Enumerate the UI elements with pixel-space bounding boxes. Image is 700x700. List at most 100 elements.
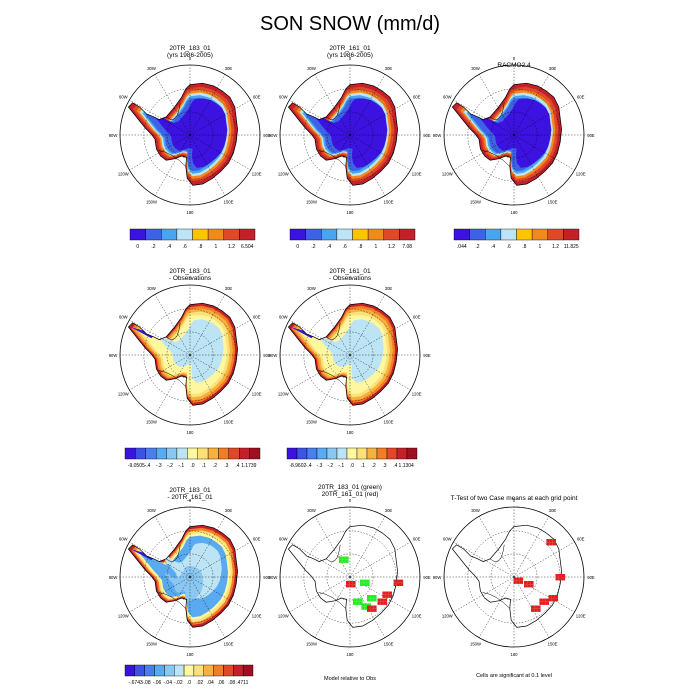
colorbar-swatch <box>176 228 193 241</box>
colorbar-swatch <box>213 664 224 677</box>
panel-p8-coastline <box>451 524 562 628</box>
panel-p5-lon-label: 60E <box>413 314 421 319</box>
panel-p5-ross-shelf <box>318 370 346 387</box>
panel-p8-meridian-7 <box>478 576 515 638</box>
colorbar-p4: -9.0505 -.4 -.3 -.2 -.1 .0 .1 .2 .3 .4 1.1739 <box>124 447 261 469</box>
panel-caption: Model relative to Obs <box>324 676 376 682</box>
panel-p2-ross-shelf <box>318 150 346 167</box>
panel-p8-lon-label: 60E <box>577 536 585 541</box>
colorbar-tick-label: .8 <box>358 244 362 250</box>
colorbar-swatch <box>516 228 533 241</box>
panel-p8-lon-label: 150W <box>470 642 481 647</box>
significant-cell <box>342 556 346 560</box>
panel-p4-meridian-5 <box>189 354 226 416</box>
panel-title-line: 20TR_183_01 <box>169 268 211 275</box>
colorbar-tick-label: -.1 <box>178 463 184 469</box>
panel-p4-lat-ring-1 <box>166 331 214 379</box>
colorbar-swatch <box>183 664 195 677</box>
colorbar-p3: .044 .2 .4 .6 .8 1 1.2 11.825 <box>453 228 580 250</box>
panel-p5-meridian-11 <box>314 294 351 356</box>
panel-p1-lon-label: 90W <box>109 133 118 138</box>
colorbar-tick-label: -.6743 <box>129 680 143 686</box>
panel-p8-lon-label: 90E <box>587 575 595 580</box>
panel-p4-lon-label: 150E <box>224 420 234 425</box>
panel-p3-meridian-10 <box>453 99 515 136</box>
colorbar-tick-label: .8 <box>522 244 526 250</box>
panel-p5-lon-label: 0 <box>349 276 352 281</box>
significant-cell <box>527 584 531 588</box>
colorbar-swatch <box>223 664 234 677</box>
colorbar-tick-label: .4 <box>235 463 239 469</box>
colorbar-swatch <box>249 447 261 460</box>
panel-p6-meridian-1 <box>189 516 226 578</box>
significant-cell <box>545 598 549 602</box>
panel-p6-lon-label: 120E <box>252 613 262 618</box>
significant-cell <box>551 595 555 599</box>
panel-p7-lon-label: 0 <box>349 498 352 503</box>
significant-cell <box>367 608 371 612</box>
panel-p1-meridian-5 <box>189 134 226 196</box>
significant-cell <box>561 577 566 581</box>
colorbar-tick-label: .2 <box>311 244 315 250</box>
panel-title-line: - Observations <box>169 275 212 282</box>
panel-p4-lon-label: 90W <box>109 353 118 358</box>
panel-p1-lat-ring-1 <box>166 111 214 159</box>
significant-cell <box>552 539 556 543</box>
significant-cell <box>366 582 370 586</box>
panel-p3-lon-label: 30W <box>471 66 480 71</box>
colorbar-tick-label: .06 <box>218 680 225 686</box>
panel-p6-meridian-10 <box>129 541 191 578</box>
panel-p3-lon-label: 60E <box>577 94 585 99</box>
panel-p6-lon-label: 30E <box>225 508 233 513</box>
colorbar-swatch <box>238 447 250 460</box>
panel-p7-lon-label: 180 <box>347 652 355 657</box>
significant-cell <box>513 580 517 584</box>
colorbar-swatch <box>164 664 175 677</box>
panel-p7-lon-label: 90E <box>423 575 431 580</box>
panel-p7-lon-label: 150W <box>306 642 317 647</box>
panel-p7-meridian-1 <box>349 516 386 578</box>
panel-p1-weddell-shelf <box>166 102 181 120</box>
panel-p8-lon-label: 0 <box>513 498 516 503</box>
colorbar-swatch <box>223 228 240 241</box>
panel-p2-lon-label: 150E <box>384 200 394 205</box>
panel-title-line: - 20TR_161_01 <box>167 494 213 501</box>
significant-cell <box>360 579 364 583</box>
colorbar-swatch <box>124 447 136 460</box>
panel-p5-lon-label: 120E <box>412 391 422 396</box>
panel-p8-meridian-4 <box>513 576 575 613</box>
panel-title-line: 20TR_161_01 (red) <box>322 491 379 498</box>
colorbar-tick-label: -.06 <box>153 680 162 686</box>
panel-p8-meridian-11 <box>478 516 515 578</box>
panel-p8-meridian-1 <box>513 516 550 578</box>
significant-cell <box>558 574 562 578</box>
panel-p5-lon-label: 150E <box>384 420 394 425</box>
panel-p4-meridian-10 <box>129 319 191 356</box>
panel-p8-lon-label: 90W <box>433 575 442 580</box>
colorbar-swatch <box>406 447 418 460</box>
panel-p8-meridian-10 <box>453 541 515 578</box>
significant-cell <box>555 577 559 581</box>
panel-p4-meridian-2 <box>189 319 251 356</box>
significant-cell <box>396 582 400 586</box>
colorbar-swatch <box>399 228 416 241</box>
significant-cell <box>345 556 349 560</box>
colorbar-swatch <box>356 447 368 460</box>
panel-p2-lon-label: 150W <box>306 200 317 205</box>
colorbar-tick-label: .1 <box>202 463 206 469</box>
panel-p2-lon-label: 0 <box>349 56 352 61</box>
significant-cell <box>361 606 365 610</box>
colorbar-swatch <box>352 228 369 241</box>
colorbar-tick-label: .044 <box>457 244 467 250</box>
panel-p7-lon-label: 90W <box>269 575 278 580</box>
colorbar-tick-label: -.2 <box>167 463 173 469</box>
panel-p3-lon-label: 120E <box>576 171 586 176</box>
panel-p6-coastline <box>127 524 238 628</box>
colorbar-tick-label: 1.2 <box>552 244 559 250</box>
panel-p1-meridian-2 <box>189 99 251 136</box>
significant-cell <box>534 605 538 609</box>
colorbar-swatch <box>145 228 162 241</box>
panel-p8-lon-label: 180 <box>511 652 519 657</box>
colorbar-swatch <box>187 447 198 460</box>
